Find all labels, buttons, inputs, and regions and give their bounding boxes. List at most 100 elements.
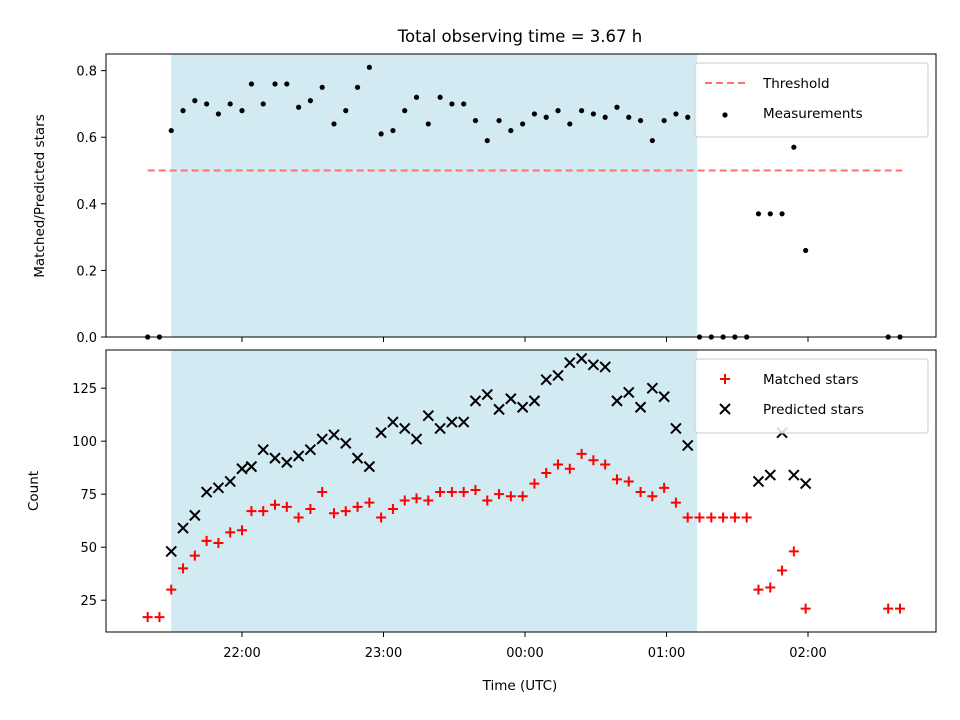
- bottom-x-point: [540, 373, 552, 386]
- bottom-legend-box: [694, 358, 929, 434]
- x-axis-label: Time (UTC): [482, 678, 558, 694]
- bottom-x-point: [481, 388, 493, 401]
- bottom-plus-point: [213, 537, 224, 548]
- bottom-plus-point: [706, 512, 717, 523]
- bottom-x-point: [670, 422, 682, 435]
- top-dot-point: [496, 117, 502, 124]
- top-y-axis-label: Matched/Predicted stars: [32, 114, 48, 277]
- bottom-x-point: [505, 393, 517, 405]
- top-dot-point: [260, 101, 266, 107]
- bottom-plus-point: [317, 487, 328, 498]
- bottom-x-point: [552, 369, 564, 382]
- bottom-x-point: [316, 433, 328, 445]
- bottom-plus-point: [505, 491, 516, 502]
- bottom-x-point: [236, 463, 248, 475]
- top-dot-point: [354, 84, 361, 90]
- legend-label: Predicted stars: [763, 402, 864, 418]
- bottom-x-point: [564, 357, 576, 369]
- bottom-x-point: [328, 429, 340, 441]
- top-dot-point: [531, 111, 538, 117]
- bottom-x-point: [257, 443, 269, 456]
- bottom-plus-point: [659, 482, 670, 493]
- bottom-axes-frame: [105, 349, 937, 633]
- bottom-plus-point: [729, 512, 740, 523]
- bottom-y-axis-label: Count: [26, 471, 42, 511]
- bottom-x-point: [658, 390, 670, 403]
- chart-title: Total observing time = 3.67 h: [397, 27, 642, 46]
- count-panel: 25 50 75 100 125 22:00 23:00 00:00 01:00 02:00 Mat…: [72, 349, 937, 661]
- bottom-x-point: [434, 422, 446, 435]
- legend-label: Matched stars: [763, 372, 859, 388]
- bottom-x-point: [457, 416, 470, 428]
- bottom-x-point: [165, 545, 177, 558]
- top-dot-point: [319, 84, 325, 90]
- bottom-y-tick-label: 125: [72, 382, 97, 397]
- bottom-plus-point: [364, 497, 375, 508]
- top-axes-frame: [105, 53, 937, 338]
- top-y-tick-label: 0.2: [76, 264, 97, 279]
- bottom-plus-point: [189, 550, 200, 561]
- bottom-plus-point: [154, 612, 165, 623]
- bottom-plus-point: [553, 459, 564, 470]
- top-dot-point: [767, 211, 773, 217]
- top-legend: Threshold Measurements: [694, 62, 929, 138]
- top-dot-point: [520, 121, 526, 127]
- top-dot-point: [296, 104, 302, 110]
- bottom-plus-point: [718, 512, 729, 523]
- bottom-plus-point: [201, 535, 212, 546]
- top-dot-point: [449, 101, 455, 107]
- bottom-plus-point: [647, 491, 658, 502]
- top-dot-point: [331, 121, 337, 127]
- x-tick-label: 00:00: [506, 646, 543, 661]
- bottom-plus-point: [600, 459, 611, 470]
- top-y-tick-label: 0.8: [76, 65, 97, 80]
- bottom-x-point: [422, 410, 435, 422]
- top-dot-point: [590, 111, 596, 117]
- bottom-plus-point: [517, 491, 528, 502]
- ratio-panel: 0.0 0.2 0.4 0.6 0.8 Threshold Measurements: [76, 53, 937, 346]
- bottom-x-point: [363, 460, 376, 473]
- bottom-x-point: [269, 452, 281, 464]
- bottom-plus-point: [446, 487, 457, 498]
- bottom-x-point: [224, 475, 236, 488]
- top-dot-point: [461, 101, 467, 107]
- top-y-tick-label: 0.6: [76, 131, 97, 146]
- bottom-y-tick-label: 50: [80, 541, 97, 556]
- top-dot-point: [779, 211, 785, 217]
- x-tick-label: 02:00: [789, 646, 826, 661]
- bottom-plus-point: [670, 497, 681, 508]
- bottom-plus-point: [894, 603, 905, 614]
- x-tick-label: 01:00: [648, 646, 685, 661]
- top-dot-point: [425, 121, 431, 127]
- top-dot-point: [614, 104, 620, 110]
- bottom-plus-point: [237, 525, 247, 536]
- bottom-x-point: [410, 433, 423, 445]
- top-dot-point: [661, 117, 667, 124]
- bottom-plus-point: [800, 603, 811, 614]
- bottom-plus-point: [225, 527, 236, 538]
- bottom-plus-point: [741, 512, 752, 523]
- bottom-x-point: [788, 469, 800, 481]
- top-dot-point: [168, 127, 174, 134]
- bottom-plus-point: [423, 495, 434, 506]
- bottom-plus-point: [352, 501, 363, 512]
- top-dot-point: [791, 144, 797, 150]
- top-dot-point: [413, 94, 420, 100]
- bottom-x-point: [375, 426, 387, 439]
- top-dot-point: [637, 117, 644, 124]
- bottom-plus-point: [682, 512, 693, 523]
- top-dot-point: [215, 111, 222, 117]
- x-tick-label: 23:00: [365, 646, 402, 661]
- top-y-tick-label: 0.0: [76, 331, 97, 346]
- x-tick-label: 22:00: [223, 646, 260, 661]
- top-dot-point: [272, 81, 278, 87]
- bottom-x-point: [177, 522, 189, 534]
- bottom-x-point: [682, 439, 694, 452]
- bottom-x-point: [212, 482, 225, 494]
- top-dot-point: [567, 121, 573, 127]
- bottom-plus-point: [328, 508, 339, 519]
- legend-label: Threshold: [762, 76, 830, 92]
- top-y-tick-label: 0.4: [76, 198, 97, 213]
- bottom-plus-point: [494, 489, 505, 500]
